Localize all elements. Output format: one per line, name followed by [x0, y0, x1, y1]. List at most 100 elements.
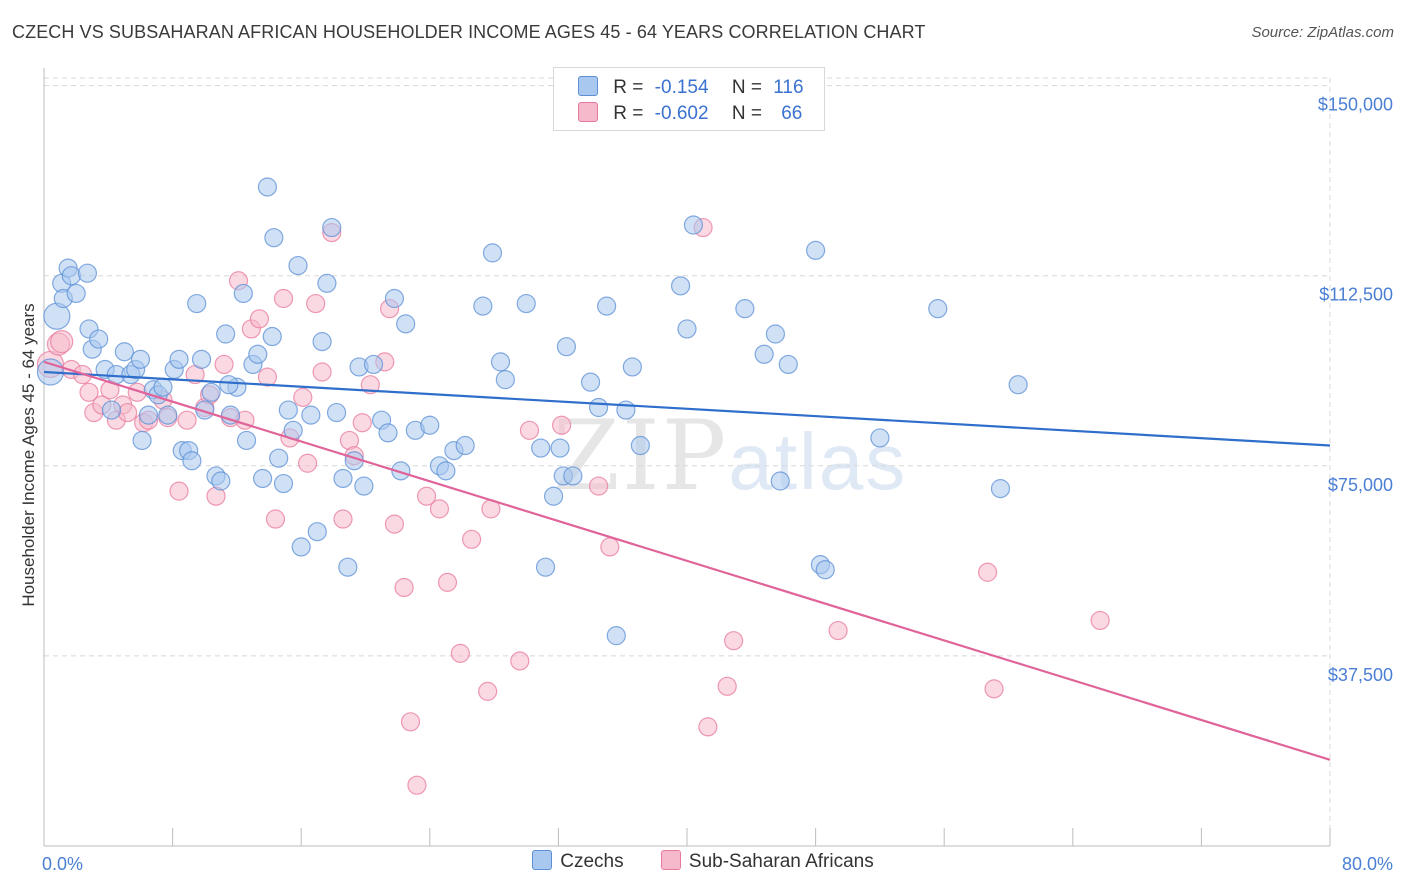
- legend-item-czechs: Czechs: [532, 850, 624, 873]
- point-czechs: [473, 296, 493, 316]
- point-czechs: [354, 476, 374, 496]
- legend-r-label: R =: [613, 77, 644, 98]
- point-czechs: [420, 415, 440, 435]
- y-tick-label: $75,000: [1328, 475, 1393, 495]
- point-czechs: [805, 240, 826, 260]
- point-czechs: [778, 354, 798, 375]
- trend-lines: [43, 360, 1331, 761]
- point-ssa: [552, 415, 572, 435]
- point-ssa: [265, 509, 286, 529]
- point-ssa: [384, 514, 405, 534]
- point-czechs: [89, 329, 109, 349]
- point-czechs: [531, 438, 551, 458]
- point-czechs: [326, 402, 347, 423]
- point-czechs: [630, 435, 650, 456]
- grid-lines: [44, 77, 1331, 846]
- point-czechs: [363, 354, 384, 375]
- watermark-zip: ZIP: [553, 400, 729, 512]
- point-czechs: [1008, 375, 1028, 395]
- legend-n-label: N =: [731, 103, 762, 124]
- legend-label-czechs: Czechs: [560, 851, 624, 872]
- legend-swatch-ssa: [660, 850, 681, 870]
- point-czechs: [735, 299, 755, 319]
- point-ssa: [828, 620, 848, 641]
- point-czechs: [233, 283, 253, 304]
- point-czechs: [153, 377, 173, 397]
- legend-item-ssa: Sub-Saharan Africans: [660, 850, 874, 873]
- trend-line-czechs: [43, 370, 1331, 447]
- point-czechs: [262, 326, 282, 347]
- point-czechs: [683, 215, 704, 235]
- point-czechs: [158, 405, 178, 425]
- legend-n-label: N =: [731, 77, 762, 98]
- point-czechs: [219, 375, 239, 395]
- point-ssa: [400, 712, 421, 732]
- point-czechs: [622, 357, 642, 377]
- point-czechs: [322, 217, 342, 238]
- stats-legend: R = -0.154 N = 116 R = -0.602 N = 66: [553, 67, 825, 131]
- point-ssa: [461, 529, 482, 549]
- point-czechs: [516, 293, 536, 314]
- point-czechs: [563, 466, 583, 486]
- point-czechs: [138, 405, 159, 425]
- point-czechs: [257, 177, 278, 197]
- point-czechs: [580, 372, 601, 392]
- axis-labels: $37,500 $75,000 $112,500 $150,000 0.0% 80.0% H…: [19, 95, 1393, 874]
- legend-n-value: 66: [781, 103, 803, 124]
- legend-n-value: 116: [773, 77, 804, 98]
- point-ssa: [437, 572, 458, 592]
- point-czechs: [391, 461, 411, 481]
- point-czechs: [754, 344, 774, 364]
- point-czechs: [482, 243, 503, 263]
- point-czechs: [770, 471, 790, 491]
- point-czechs: [490, 352, 511, 372]
- y-tick-label: $112,500: [1319, 285, 1393, 305]
- point-ssa: [306, 293, 326, 314]
- point-czechs: [130, 349, 151, 369]
- point-czechs: [870, 428, 890, 448]
- legend-row-czechs: R = -0.154 N = 116: [578, 76, 804, 100]
- point-ssa: [312, 362, 332, 382]
- point-ssa: [177, 410, 197, 430]
- point-ssa: [698, 717, 718, 737]
- point-ssa: [214, 354, 234, 375]
- point-czechs: [101, 400, 122, 420]
- point-czechs: [396, 314, 416, 334]
- y-tick-label: $37,500: [1328, 665, 1393, 685]
- point-czechs: [616, 400, 636, 420]
- point-czechs: [670, 276, 691, 296]
- y-tick-label: $150,000: [1318, 95, 1393, 115]
- point-czechs: [928, 299, 948, 319]
- point-czechs: [291, 537, 311, 557]
- point-czechs: [307, 522, 327, 542]
- point-ssa: [717, 676, 737, 696]
- point-czechs: [191, 349, 212, 369]
- point-ssa: [117, 402, 138, 423]
- legend-swatch-ssa: [578, 102, 598, 122]
- point-czechs: [990, 479, 1011, 499]
- legend-r-label: R =: [613, 103, 644, 124]
- point-czechs: [288, 255, 308, 276]
- bottom-legend: Czechs Sub-Saharan Africans: [0, 850, 1406, 873]
- point-czechs: [550, 438, 570, 458]
- point-czechs: [220, 405, 241, 425]
- point-ssa: [724, 631, 744, 651]
- point-ssa: [293, 387, 313, 407]
- legend-r-value: -0.602: [654, 103, 709, 124]
- point-czechs: [216, 324, 236, 344]
- x-tick-label: 0.0%: [42, 854, 83, 874]
- data-points: [36, 177, 1110, 795]
- point-czechs: [278, 400, 298, 420]
- point-ssa: [249, 309, 270, 329]
- point-ssa: [79, 382, 99, 402]
- point-ssa: [352, 413, 372, 433]
- point-ssa: [429, 499, 450, 519]
- point-czechs: [66, 283, 86, 304]
- point-czechs: [436, 461, 456, 481]
- point-ssa: [416, 486, 437, 506]
- point-czechs: [556, 337, 577, 357]
- chart-title: CZECH VS SUBSAHARAN AFRICAN HOUSEHOLDER …: [12, 22, 926, 42]
- point-czechs: [77, 263, 98, 283]
- point-ssa: [519, 420, 540, 440]
